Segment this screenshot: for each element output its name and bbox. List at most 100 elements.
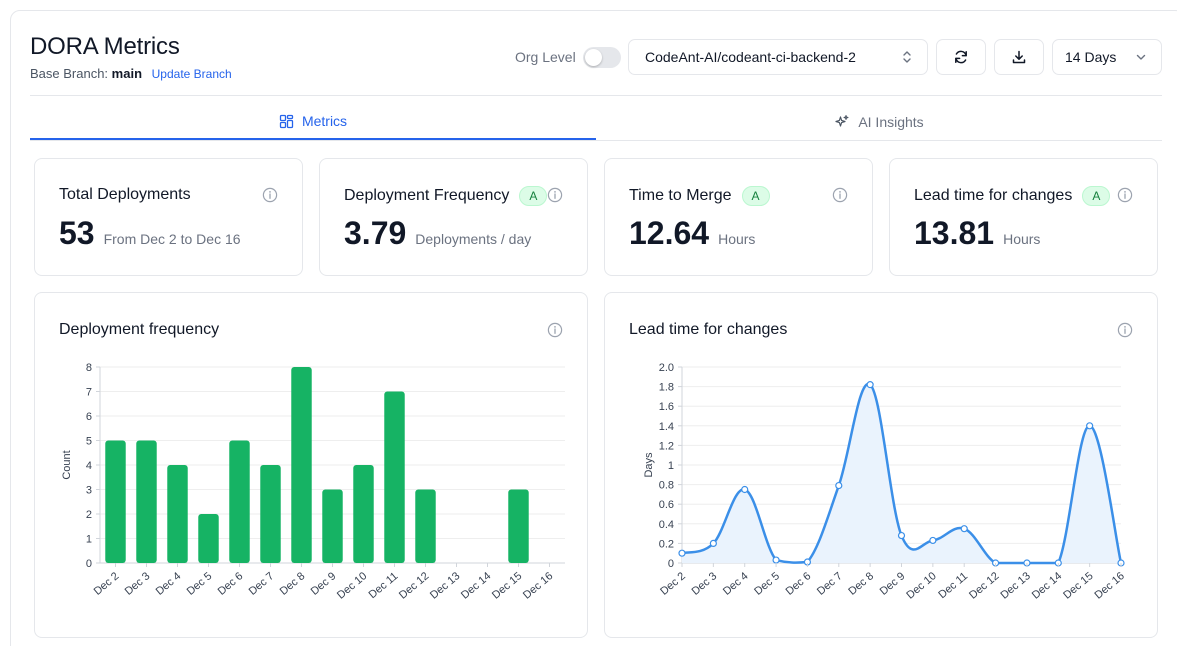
x-tick-label: Dec 12 [397, 570, 431, 602]
x-tick-label: Dec 10 [335, 570, 369, 602]
download-button[interactable] [994, 39, 1044, 75]
metric-value-row: 53 From Dec 2 to Dec 16 [59, 215, 241, 252]
y-tick-label: 1 [86, 534, 92, 546]
base-branch-value: main [111, 66, 143, 81]
metric-unit: Hours [718, 231, 756, 247]
x-tick-label: Dec 13 [998, 570, 1032, 602]
y-axis-label: Days [643, 452, 655, 478]
bar [353, 465, 374, 563]
metric-value: 53 [59, 215, 95, 251]
x-tick-label: Dec 4 [721, 570, 751, 598]
bar [322, 489, 343, 563]
x-tick-label: Dec 9 [878, 570, 908, 598]
y-tick-label: 2 [86, 509, 92, 521]
tab-metrics[interactable]: Metrics [30, 104, 596, 140]
x-tick-label: Dec 2 [92, 570, 122, 598]
chart-title: Deployment frequency [59, 321, 220, 338]
metric-value-row: 13.81 Hours [914, 215, 1040, 252]
tab-metrics-label: Metrics [301, 113, 348, 129]
x-tick-label: Dec 10 [904, 570, 938, 602]
y-tick-label: 8 [86, 362, 92, 374]
metric-unit: From Dec 2 to Dec 16 [103, 231, 241, 247]
data-point [960, 525, 968, 533]
y-tick-label: 0.8 [659, 480, 674, 492]
date-range-value: 14 Days [1065, 49, 1117, 65]
y-tick-label: 0.2 [659, 538, 674, 550]
x-tick-label: Dec 8 [846, 570, 876, 598]
data-point [835, 481, 843, 490]
metric-card-deployment-frequency: Deployment Frequency A 3.79 Deployments … [319, 158, 588, 276]
lead-time-chart-card: 0 0.2 0.4 0.6 0.8 1 1.2 1.4 1.6 1.8 2.0 Days Dec 2 De… [604, 292, 1158, 638]
bar [508, 489, 529, 563]
x-tick-label: Dec 6 [216, 570, 246, 598]
header-divider [30, 95, 1162, 96]
chevron-up-down-icon [903, 51, 911, 63]
info-icon[interactable] [547, 187, 563, 203]
metric-value-row: 12.64 Hours [629, 215, 755, 252]
data-point [709, 539, 717, 547]
y-tick-label: 4 [86, 460, 92, 472]
y-tick-label: 3 [86, 485, 92, 497]
metric-card-lead-time: Lead time for changes A 13.81 Hours [889, 158, 1158, 276]
metric-title-wrap: Time to Merge A [629, 186, 770, 206]
bar [260, 465, 281, 563]
y-tick-label: 1.4 [659, 421, 674, 433]
chart-title-wrap: Deployment frequency [59, 321, 219, 339]
data-point [929, 536, 937, 545]
x-tick-label: Dec 9 [309, 570, 339, 598]
info-icon[interactable] [1117, 322, 1133, 338]
grade-badge: A [741, 186, 770, 206]
data-point [1086, 422, 1094, 430]
chevron-down-icon [1136, 54, 1146, 60]
x-tick-label: Dec 15 [1061, 570, 1095, 602]
chart-title: Lead time for changes [629, 321, 788, 338]
bar [291, 367, 312, 563]
tab-ai-insights[interactable]: AI Insights [596, 104, 1162, 140]
x-tick-label: Dec 11 [367, 570, 401, 601]
x-tick-label: Dec 16 [1093, 570, 1127, 602]
x-tick-label: Dec 11 [936, 570, 970, 601]
bar [415, 489, 436, 563]
y-tick-label: 1.6 [659, 401, 674, 413]
info-icon[interactable] [1117, 187, 1133, 203]
y-tick-label: 5 [86, 436, 92, 448]
metric-value-row: 3.79 Deployments / day [344, 215, 531, 252]
update-branch-link[interactable]: Update Branch [151, 67, 232, 81]
x-tick-label: Dec 12 [967, 570, 1001, 602]
org-level-label: Org Level [515, 49, 576, 65]
x-tick-label: Dec 4 [154, 570, 184, 598]
bar [167, 465, 188, 563]
x-tick-label: Dec 7 [247, 570, 277, 598]
y-tick-label: 0.4 [659, 519, 674, 531]
chart-title-wrap: Lead time for changes [629, 321, 787, 339]
metric-title-wrap: Lead time for changes A [914, 186, 1111, 206]
org-level-toggle[interactable] [583, 47, 621, 68]
metric-title: Time to Merge [629, 187, 732, 204]
sparkles-icon [835, 115, 849, 127]
repo-select[interactable]: CodeAnt-AI/codeant-ci-backend-2 [628, 39, 928, 75]
metric-title: Total Deployments [59, 186, 191, 203]
x-tick-label: Dec 8 [278, 570, 308, 598]
x-tick-label: Dec 5 [752, 570, 782, 598]
info-icon[interactable] [832, 187, 848, 203]
info-icon[interactable] [262, 187, 278, 203]
x-tick-label: Dec 14 [459, 570, 493, 602]
y-tick-label: 0.6 [659, 499, 674, 511]
data-point [772, 556, 780, 564]
x-tick-label: Dec 3 [690, 570, 720, 598]
date-range-select[interactable]: 14 Days [1052, 39, 1162, 75]
page-title: DORA Metrics [30, 33, 180, 60]
metric-unit: Hours [1003, 231, 1041, 247]
grade-badge: A [519, 186, 548, 206]
x-tick-label: Dec 14 [1030, 570, 1064, 602]
y-tick-label: 0 [86, 558, 92, 570]
info-icon[interactable] [547, 322, 563, 338]
refresh-icon [955, 50, 967, 64]
metric-title: Deployment Frequency [344, 187, 510, 204]
x-tick-label: Dec 2 [658, 570, 688, 598]
refresh-button[interactable] [936, 39, 986, 75]
metric-unit: Deployments / day [415, 231, 532, 247]
bar [198, 514, 219, 563]
